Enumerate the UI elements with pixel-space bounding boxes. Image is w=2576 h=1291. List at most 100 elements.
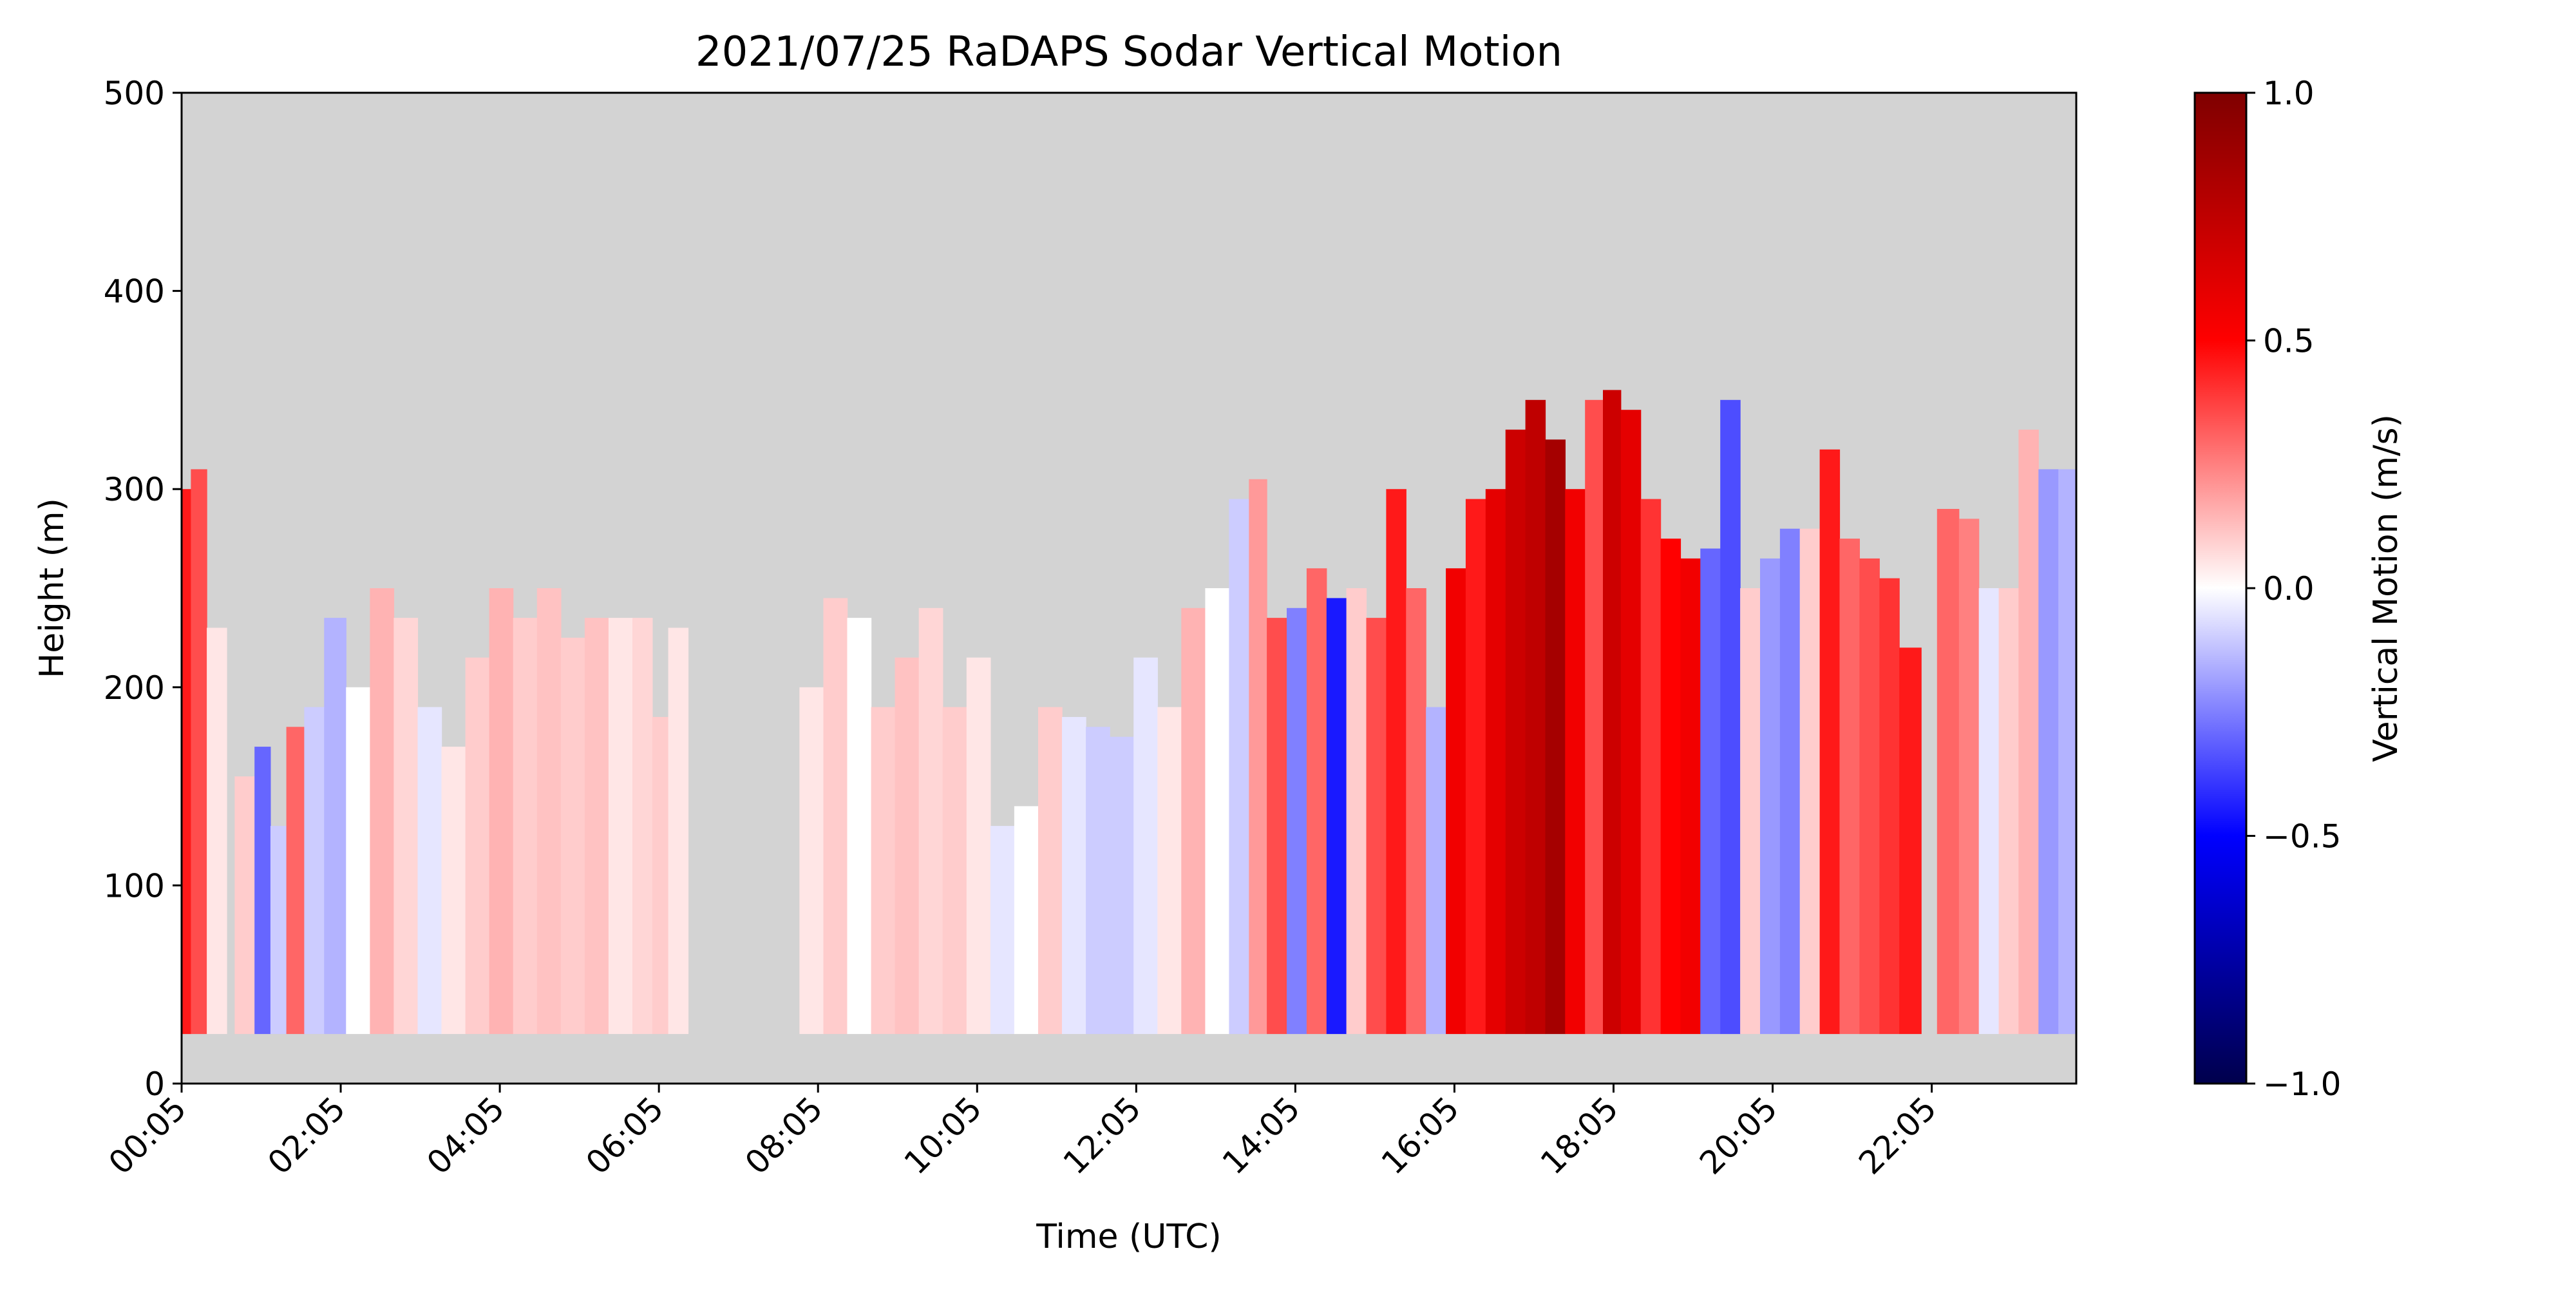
data-column (1086, 727, 1110, 1035)
data-column (1620, 410, 1642, 1035)
data-column (270, 826, 287, 1035)
data-column (234, 776, 255, 1035)
data-column (1287, 607, 1307, 1035)
data-column (942, 707, 967, 1035)
x-tick-label: 08:05 (738, 1089, 830, 1181)
data-column (1585, 399, 1604, 1035)
colorbar (2193, 91, 2248, 1085)
data-column (1779, 528, 1801, 1035)
data-column (668, 627, 689, 1035)
x-tick-label: 10:05 (897, 1089, 989, 1181)
colorbar-tick-label: 0.0 (2263, 570, 2315, 607)
x-tick-label: 20:05 (1692, 1089, 1785, 1181)
data-column (560, 637, 585, 1035)
data-column (417, 707, 442, 1035)
data-column (1326, 598, 1347, 1035)
y-axis-ticks: 0 100 200 300 400 500 (104, 75, 182, 1103)
data-column (1267, 618, 1287, 1035)
x-tick-label: 14:05 (1215, 1089, 1307, 1181)
data-column (966, 657, 991, 1035)
data-column (1998, 588, 2020, 1035)
data-column (2038, 469, 2059, 1035)
data-column (304, 707, 325, 1035)
data-column (346, 687, 370, 1035)
x-tick-label: 02:05 (261, 1089, 353, 1181)
data-column (1760, 558, 1781, 1035)
colorbar-tick-label: 0.5 (2263, 323, 2315, 360)
data-column (1133, 657, 1158, 1035)
data-column (182, 489, 191, 1035)
data-column (465, 657, 490, 1035)
y-tick-label: 300 (104, 471, 165, 508)
data-column (370, 588, 395, 1035)
data-column (1014, 806, 1039, 1035)
data-column (441, 747, 466, 1035)
data-column (1366, 618, 1387, 1035)
data-column (1346, 588, 1367, 1035)
data-column (393, 618, 419, 1035)
data-column (871, 707, 896, 1035)
data-column (1819, 449, 1841, 1035)
data-column (1899, 647, 1922, 1035)
y-tick-label: 100 (104, 867, 165, 904)
x-tick-label: 12:05 (1056, 1089, 1148, 1181)
data-column (536, 588, 562, 1035)
data-column (2018, 429, 2039, 1035)
colorbar-tick-label: −1.0 (2263, 1066, 2341, 1103)
data-column (1426, 707, 1446, 1035)
data-column (1859, 558, 1880, 1035)
data-column (1306, 568, 1327, 1035)
data-column (652, 716, 669, 1035)
data-column (1680, 558, 1701, 1035)
data-column (1603, 390, 1622, 1035)
data-column (513, 618, 538, 1035)
data-column (324, 618, 346, 1035)
x-tick-label: 04:05 (420, 1089, 512, 1181)
x-tick-label: 06:05 (579, 1089, 671, 1181)
data-column (1740, 588, 1761, 1035)
data-column (1465, 499, 1486, 1035)
x-tick-label: 00:05 (102, 1089, 194, 1181)
data-column (608, 618, 633, 1035)
data-column (1038, 707, 1063, 1035)
y-tick-label: 200 (104, 669, 165, 707)
data-layer (182, 390, 2076, 1035)
x-tick-label: 16:05 (1374, 1089, 1466, 1181)
data-column (895, 657, 920, 1035)
x-axis-ticks: 00:05 02:05 04:05 06:05 08:05 10:05 12:05 14:05… (102, 1084, 1944, 1181)
data-column (1505, 429, 1526, 1035)
data-column (286, 727, 305, 1035)
colorbar-ticks: 1.0 0.5 0.0 −0.5 −1.0 (2246, 75, 2341, 1103)
data-column (1157, 707, 1182, 1035)
colorbar-tick-label: −0.5 (2263, 818, 2341, 856)
y-tick-label: 400 (104, 273, 165, 311)
data-column (207, 627, 227, 1035)
data-column (1937, 509, 1960, 1035)
data-column (1446, 568, 1466, 1035)
data-column (584, 618, 609, 1035)
data-column (799, 687, 824, 1035)
data-column (1485, 489, 1506, 1035)
data-column (191, 469, 207, 1035)
data-column (1799, 528, 1821, 1035)
data-column (489, 588, 514, 1035)
data-column (2058, 469, 2076, 1035)
data-column (847, 618, 872, 1035)
data-column (1839, 539, 1860, 1035)
chart-title: 2021/07/25 RaDAPS Sodar Vertical Motion (696, 28, 1562, 76)
plot-frame (180, 91, 2078, 1085)
data-column (1205, 588, 1230, 1035)
data-column (918, 607, 943, 1035)
data-column (1565, 489, 1586, 1035)
data-column (1229, 499, 1249, 1035)
colorbar-tick-label: 1.0 (2263, 75, 2315, 112)
data-column (632, 618, 653, 1035)
data-column (254, 747, 271, 1035)
data-column (1660, 539, 1681, 1035)
x-tick-label: 18:05 (1533, 1089, 1625, 1181)
data-column (1700, 548, 1721, 1035)
y-tick-label: 0 (144, 1066, 165, 1103)
y-axis-label: Height (m) (33, 498, 71, 678)
x-tick-label: 22:05 (1852, 1089, 1944, 1181)
